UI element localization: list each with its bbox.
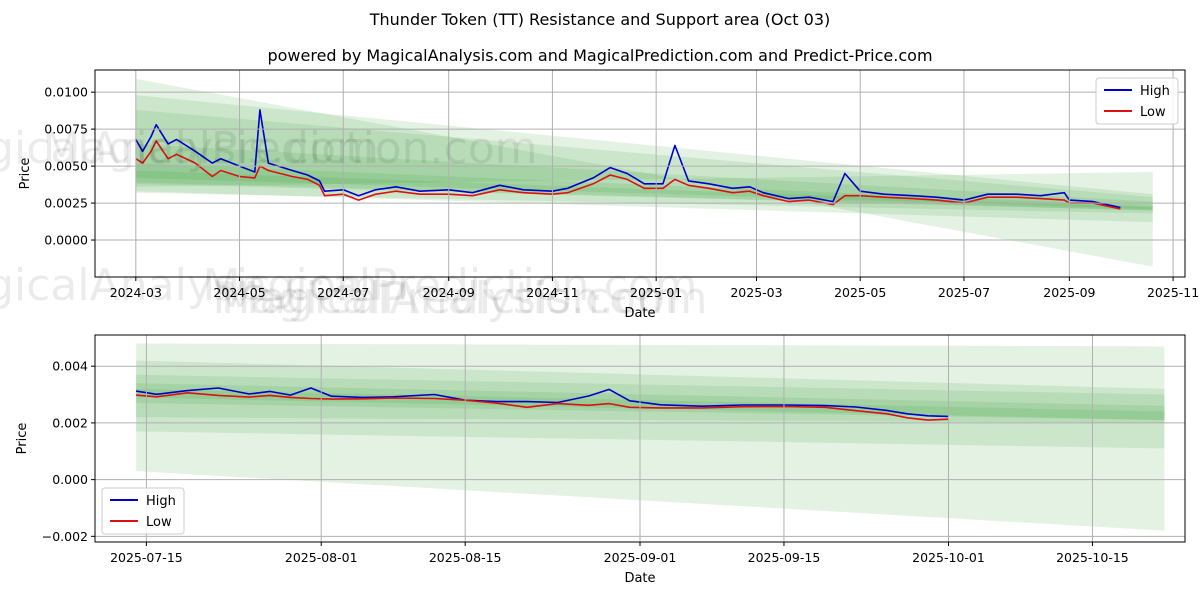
watermark: MagicalPrediction.com bbox=[203, 260, 698, 311]
support-band bbox=[135, 143, 1153, 211]
y-tick-label: 0.0100 bbox=[44, 85, 88, 100]
y-tick-label: 0.0000 bbox=[44, 233, 88, 248]
x-axis-label: Date bbox=[624, 306, 655, 321]
x-tick-label: 2025-07 bbox=[938, 285, 990, 300]
x-tick-label: 2024-03 bbox=[110, 285, 162, 300]
chart-subtitle: powered by MagicalAnalysis.com and Magic… bbox=[267, 46, 933, 65]
x-axis-label: Date bbox=[624, 571, 655, 586]
y-tick-label: 0.000 bbox=[52, 472, 88, 487]
watermark: MagicalPrediction.com bbox=[43, 123, 538, 174]
support-band bbox=[136, 374, 1165, 423]
y-tick-label: 0.002 bbox=[52, 415, 88, 430]
y-axis-label: Price bbox=[18, 158, 33, 190]
y-tick-label: 0.0075 bbox=[44, 122, 88, 137]
x-tick-label: 2025-08-01 bbox=[285, 550, 358, 565]
legend-label: Low bbox=[146, 515, 172, 530]
y-tick-label: 0.0050 bbox=[44, 159, 88, 174]
x-tick-label: 2025-09-01 bbox=[604, 550, 677, 565]
x-tick-label: 2025-07-15 bbox=[110, 550, 183, 565]
x-tick-label: 2024-07 bbox=[317, 285, 369, 300]
watermark: MagicalAnalysis.com bbox=[0, 123, 379, 174]
series-line-high bbox=[135, 387, 949, 418]
legend-label: High bbox=[146, 494, 176, 509]
support-band bbox=[135, 170, 1153, 211]
legend: High Low bbox=[1095, 77, 1179, 125]
chart-panel-2: 2025-07-15 2025-08-01 2025-08-15 2025-09-01… bbox=[15, 334, 1186, 586]
x-tick-label: 2024-09 bbox=[423, 285, 475, 300]
y-tick-label: −0.002 bbox=[42, 529, 88, 544]
x-tick-label: 2025-09 bbox=[1043, 285, 1095, 300]
x-tick-label: 2025-01 bbox=[630, 285, 682, 300]
chart-title: Thunder Token (TT) Resistance and Suppor… bbox=[369, 10, 831, 29]
series-line-low bbox=[136, 391, 949, 421]
y-tick-label: 0.004 bbox=[52, 359, 88, 374]
support-band bbox=[135, 95, 1153, 223]
x-tick-label: 2024-05 bbox=[213, 285, 265, 300]
support-band bbox=[136, 360, 1165, 449]
y-axis-label: Price bbox=[15, 423, 30, 455]
support-band bbox=[136, 383, 1165, 421]
x-tick-label: 2025-09-15 bbox=[748, 550, 821, 565]
watermark: MagicalPrediction.com bbox=[213, 273, 708, 324]
plot-frame bbox=[94, 334, 1186, 543]
legend: High Low bbox=[101, 487, 185, 535]
legend-label: High bbox=[1140, 84, 1170, 99]
plot-area bbox=[135, 343, 1165, 531]
y-tick-label: 0.0025 bbox=[44, 196, 88, 211]
watermark: MagicalAnalysis.com bbox=[0, 260, 379, 311]
x-tick-label: 2025-10-01 bbox=[912, 550, 985, 565]
support-band bbox=[135, 78, 1153, 267]
legend-label: Low bbox=[1140, 105, 1166, 120]
x-tick-label: 2025-11 bbox=[1147, 285, 1199, 300]
x-tick-label: 2025-10-15 bbox=[1056, 550, 1129, 565]
x-tick-label: 2025-03 bbox=[730, 285, 782, 300]
plot-frame bbox=[94, 69, 1186, 278]
x-tick-label: 2025-05 bbox=[834, 285, 886, 300]
support-band bbox=[136, 343, 1165, 531]
x-tick-label: 2025-08-15 bbox=[429, 550, 502, 565]
plot-area bbox=[135, 78, 1153, 267]
watermark: MagicalAnalysis.com bbox=[221, 273, 679, 324]
chart-panel-1: 2024-03 2024-05 2024-07 2024-09 2024-11 2025-… bbox=[18, 69, 1199, 321]
x-tick-label: 2024-11 bbox=[526, 285, 578, 300]
